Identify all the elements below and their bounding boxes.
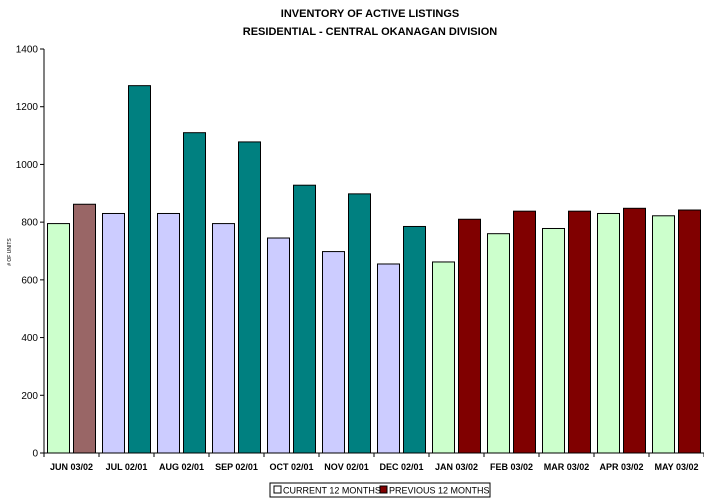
x-tick-label: JAN 03/02: [435, 462, 478, 472]
bar-current: [487, 233, 510, 454]
bar-current: [322, 251, 345, 454]
x-axis: JUN 03/02 JUL 02/01 AUG 02/01 SEP 02/01 OCT …: [43, 452, 704, 472]
x-tick-label: JUN 03/02: [50, 462, 93, 472]
legend: CURRENT 12 MONTHS PREVIOUS 12 MONTHS: [269, 482, 491, 498]
bars: [47, 85, 701, 454]
bar-previous: [73, 203, 96, 454]
y-axis: 0 200 400 600 800 1000 1200 1400: [16, 45, 45, 460]
y-tick-label: 0: [32, 449, 38, 460]
bar-previous: [623, 207, 646, 454]
bar-current: [432, 261, 455, 454]
bar-previous: [348, 193, 371, 454]
x-tick-label: NOV 02/01: [324, 462, 369, 472]
y-tick-label: 1000: [16, 160, 39, 171]
x-tick-label: JUL 02/01: [106, 462, 148, 472]
y-axis-label: # OF UNITS: [7, 238, 13, 266]
bar-current: [212, 223, 235, 454]
bar-previous: [293, 184, 316, 454]
legend-label-current: CURRENT 12 MONTHS: [283, 486, 381, 496]
bar-previous: [678, 209, 701, 454]
chart-subtitle: RESIDENTIAL - CENTRAL OKANAGAN DIVISION: [243, 26, 497, 38]
x-tick-label: MAR 03/02: [544, 462, 590, 472]
y-tick-label: 200: [21, 391, 38, 402]
bar-current: [377, 263, 400, 454]
bar-previous: [183, 132, 206, 454]
bar-previous: [513, 210, 536, 454]
y-tick-label: 1200: [16, 102, 39, 113]
bar-current: [47, 223, 70, 454]
bar-previous: [403, 225, 426, 454]
legend-label-previous: PREVIOUS 12 MONTHS: [389, 486, 490, 496]
bar-current: [157, 212, 180, 454]
bar-current: [597, 212, 620, 454]
y-tick-label: 800: [21, 218, 38, 229]
x-tick-label: MAY 03/02: [654, 462, 698, 472]
bar-current: [542, 227, 565, 454]
x-tick-label: APR 03/02: [599, 462, 643, 472]
bar-previous: [238, 141, 261, 454]
bar-current: [102, 212, 125, 454]
y-tick-label: 600: [21, 275, 38, 286]
x-tick-label: AUG 02/01: [159, 462, 204, 472]
legend-swatch-previous: [379, 485, 388, 494]
chart-title: INVENTORY OF ACTIVE LISTINGS: [281, 8, 459, 20]
y-tick-label: 1400: [16, 45, 39, 56]
bar-previous: [458, 218, 481, 454]
x-tick-label: OCT 02/01: [269, 462, 313, 472]
x-tick-label: SEP 02/01: [215, 462, 258, 472]
y-tick-label: 400: [21, 333, 38, 344]
bar-previous: [568, 210, 591, 454]
bar-current: [652, 215, 675, 454]
legend-swatch-current: [273, 485, 282, 494]
x-tick-label: DEC 02/01: [379, 462, 423, 472]
x-tick-label: FEB 03/02: [490, 462, 533, 472]
bar-previous: [128, 85, 151, 454]
bar-current: [267, 237, 290, 454]
